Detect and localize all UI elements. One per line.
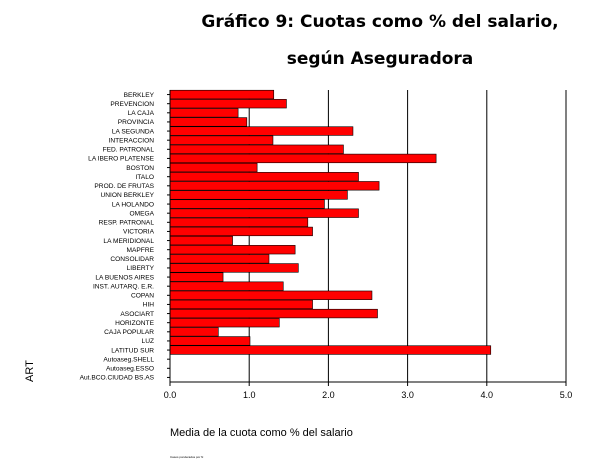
category-label: RESP. PATRONAL <box>99 220 155 227</box>
category-label: CONSOLIDAR <box>110 256 154 263</box>
category-label: CAJA POPULAR <box>104 329 154 336</box>
category-label: LA CAJA <box>128 110 155 117</box>
category-label: VICTORIA <box>123 229 155 236</box>
category-label: LA HOLANDO <box>112 201 154 208</box>
bar <box>169 99 287 109</box>
x-tick-labels: 0.0 1.0 2.0 3.0 4.0 5.0 <box>164 390 573 400</box>
bar <box>169 281 284 291</box>
bar <box>169 208 359 218</box>
bar <box>169 181 380 191</box>
category-label: BOSTON <box>126 165 154 172</box>
chart-title-line1: Gráfico 9: Cuotas como % del salario, <box>201 12 559 32</box>
category-label: PREVENCION <box>110 101 154 108</box>
bar <box>169 235 233 246</box>
bar-series <box>169 89 492 355</box>
category-label: PROD. DE FRUTAS <box>94 183 154 190</box>
category-label: Aut.BCO.CIUDAD BS.AS <box>80 375 155 382</box>
bar <box>169 272 224 282</box>
category-label: COPAN <box>131 293 154 300</box>
category-label: BERKLEY <box>124 92 155 99</box>
x-tick-label: 3.0 <box>401 390 414 400</box>
bar <box>169 144 344 154</box>
bar <box>169 290 373 300</box>
x-tick-label: 5.0 <box>560 390 573 400</box>
y-axis-label: ART <box>24 360 36 382</box>
category-label: UNION BERKLEY <box>101 192 155 199</box>
category-label: ITALO <box>135 174 154 181</box>
bar <box>169 153 437 164</box>
bar <box>169 162 258 173</box>
bar <box>169 327 219 337</box>
bar <box>169 199 325 209</box>
category-label: PROVINCIA <box>118 119 155 126</box>
chart-title-line2: según Aseguradora <box>286 49 474 69</box>
bar <box>169 254 270 264</box>
x-tick-label: 0.0 <box>164 390 177 400</box>
bar <box>169 117 248 127</box>
category-label: INTERACCION <box>109 137 155 144</box>
footnote: Casos ponderados por N <box>170 455 204 459</box>
bar <box>169 135 274 145</box>
x-axis-label: Media de la cuota como % del salario <box>170 427 353 439</box>
category-label: LA MERIDIONAL <box>103 238 154 245</box>
x-tick-label: 1.0 <box>243 390 256 400</box>
category-label: MAPFRE <box>127 247 155 254</box>
bar <box>169 190 348 200</box>
bar <box>169 263 299 273</box>
bar <box>169 89 275 100</box>
category-label: LATITUD SUR <box>111 347 154 354</box>
bar <box>169 345 492 355</box>
x-tick-label: 2.0 <box>322 390 335 400</box>
category-label: OMEGA <box>129 210 154 217</box>
bar <box>169 308 378 319</box>
bar <box>169 172 359 182</box>
bar <box>169 245 296 255</box>
category-label: LA SEGUNDA <box>112 128 155 135</box>
category-label: FED. PATRONAL <box>103 147 155 154</box>
bar <box>169 126 354 136</box>
category-label: INST. AUTARQ. E.R. <box>93 283 154 290</box>
category-label: HORIZONTE <box>115 320 154 327</box>
x-tick-label: 4.0 <box>481 390 494 400</box>
axes <box>167 90 567 386</box>
category-labels: BERKLEY PREVENCION LA CAJA PROVINCIA LA SEGU… <box>80 92 155 382</box>
category-label: LA IBERO PLATENSE <box>88 156 154 163</box>
category-label: LA BUENOS AIRES <box>95 274 154 281</box>
bar <box>169 336 251 346</box>
category-label: Autoaseg.SHELL <box>103 356 154 363</box>
category-label: HIH <box>143 302 155 309</box>
bar <box>169 318 280 328</box>
category-label: LUZ <box>142 338 154 345</box>
bar <box>169 226 313 237</box>
bar <box>169 217 309 227</box>
bar <box>169 108 239 118</box>
bar <box>169 299 313 310</box>
category-label: ASOCIART <box>120 311 154 318</box>
category-label: Autoaseg.ESSO <box>106 366 154 373</box>
category-label: LIBERTY <box>127 265 155 272</box>
